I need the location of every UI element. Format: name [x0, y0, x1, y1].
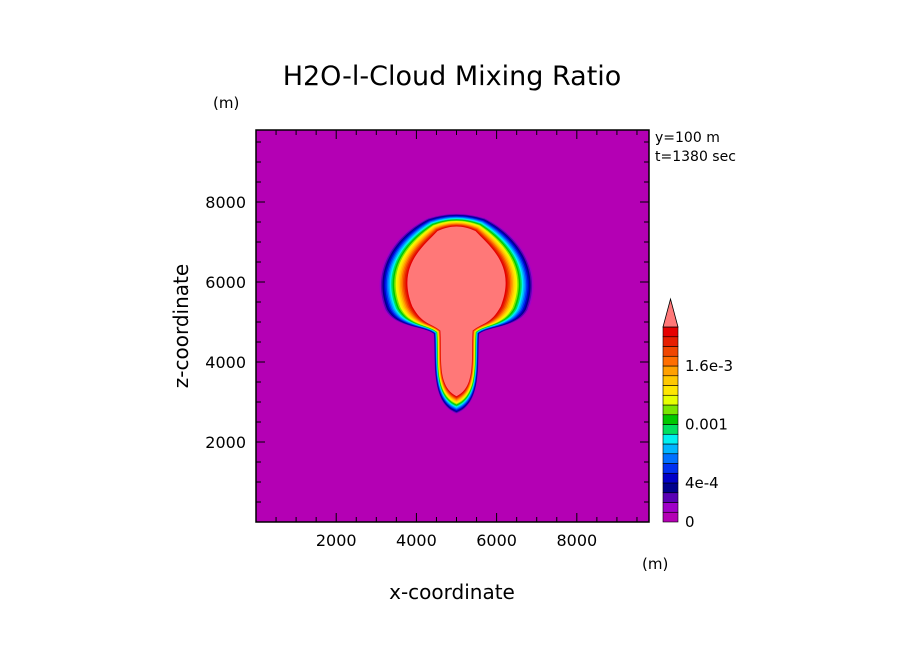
- colorbar-swatch: [662, 443, 679, 455]
- x-tick-label: 4000: [396, 531, 437, 550]
- colorbar-swatch: [662, 414, 679, 425]
- colorbar-tick-label: 0.001: [685, 416, 728, 434]
- x-unit-label: (m): [642, 555, 668, 573]
- colorbar: 0 4e-4 0.001 1.6e-3: [662, 297, 733, 531]
- colorbar-tick-label: 1.6e-3: [685, 357, 733, 375]
- colorbar-tick-label: 4e-4: [685, 474, 719, 492]
- colorbar-swatch: [662, 326, 679, 338]
- colorbar-tick-label: 0: [685, 513, 695, 531]
- annotation-t: t=1380 sec: [655, 149, 736, 165]
- colorbar-swatch: [662, 365, 679, 377]
- colorbar-swatch: [662, 336, 679, 347]
- plot-area: [255, 129, 650, 523]
- annotation-y: y=100 m: [655, 130, 720, 146]
- colorbar-extend-arrow: [662, 297, 679, 328]
- colorbar-swatch: [662, 346, 679, 357]
- x-axis-label: x-coordinate: [389, 580, 515, 604]
- cloud-contours: [379, 213, 534, 414]
- colorbar-swatch: [662, 482, 679, 494]
- y-tick-label: 6000: [205, 273, 246, 292]
- colorbar-swatch: [662, 433, 679, 445]
- colorbar-swatch: [662, 375, 679, 386]
- axes: 2000 4000 6000 8000 2000 4000 6000 8000: [205, 130, 649, 550]
- colorbar-swatch: [662, 355, 679, 367]
- colorbar-swatch: [662, 502, 679, 513]
- contour-band: [407, 226, 506, 397]
- x-tick-label: 8000: [556, 531, 597, 550]
- colorbar-swatch: [662, 404, 679, 416]
- colorbar-swatch: [662, 492, 679, 503]
- colorbar-swatch: [662, 394, 679, 406]
- plot-frame: [255, 129, 650, 523]
- y-unit-label: (m): [213, 94, 239, 112]
- colorbar-swatch: [662, 424, 679, 435]
- y-tick-label: 8000: [205, 193, 246, 212]
- colorbar-swatch: [662, 463, 679, 474]
- x-tick-label: 2000: [316, 531, 357, 550]
- colorbar-swatch: [662, 453, 679, 464]
- colorbar-swatch: [662, 472, 679, 484]
- y-tick-label: 2000: [205, 433, 246, 452]
- y-axis-label: z-coordinate: [169, 264, 193, 388]
- chart-title: H2O-l-Cloud Mixing Ratio: [283, 61, 622, 92]
- x-tick-label: 6000: [476, 531, 517, 550]
- colorbar-swatch: [662, 385, 679, 396]
- colorbar-swatch: [662, 511, 679, 523]
- y-tick-label: 4000: [205, 353, 246, 372]
